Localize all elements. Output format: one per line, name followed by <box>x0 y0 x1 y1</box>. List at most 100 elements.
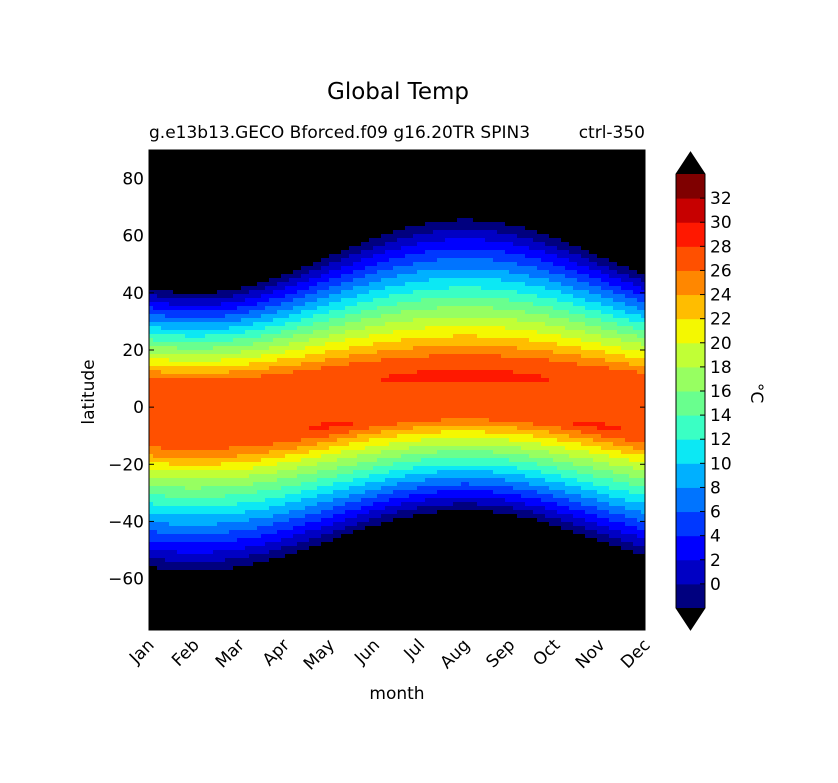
contour-fill-cell <box>629 490 645 495</box>
contour-fill-cell <box>321 422 354 427</box>
contour-fill-cell <box>221 358 278 363</box>
contour-fill-cell <box>317 462 358 467</box>
contour-fill-cell <box>505 498 542 503</box>
contour-fill-cell <box>249 310 278 315</box>
contour-fill-cell <box>289 342 326 347</box>
contour-fill-cell <box>637 518 645 523</box>
contour-fill-cell <box>285 554 645 559</box>
contour-fill-cell <box>461 482 470 487</box>
contour-fill-cell <box>257 282 278 287</box>
contour-fill-cell <box>445 238 486 243</box>
contour-fill-cell <box>281 538 310 543</box>
contour-fill-cell <box>421 438 510 443</box>
contour-fill-cell <box>633 446 645 451</box>
contour-fill-cell <box>385 506 418 511</box>
contour-fill-cell <box>257 302 282 307</box>
colorbar-outline <box>675 151 706 631</box>
contour-fill-cell <box>225 314 262 319</box>
contour-fill-cell <box>269 278 290 283</box>
contour-fill-cell <box>325 350 378 355</box>
contour-fill-cell <box>285 294 306 299</box>
contour-fill-cell <box>561 238 645 243</box>
contour-fill-cell <box>289 278 310 283</box>
plot-frame <box>148 149 646 631</box>
contour-fill-cell <box>149 294 158 299</box>
contour-fill-cell <box>261 458 302 463</box>
contour-fill-cell <box>553 350 606 355</box>
contour-fill-cell <box>157 294 234 299</box>
contour-fill-cell <box>381 522 550 527</box>
contour-fill-cell <box>397 274 530 279</box>
colorbar-label: °C <box>746 383 766 403</box>
contour-fill-cell <box>333 514 358 519</box>
contour-fill-cell <box>501 354 582 359</box>
contour-fill-cell <box>609 258 645 263</box>
contour-fill-cell <box>581 430 645 435</box>
x-tick-label: Mar <box>212 635 249 672</box>
contour-fill-cell <box>293 334 330 339</box>
contour-fill-cell <box>149 306 154 311</box>
contour-fill-cell <box>313 322 346 327</box>
contour-fill-cell <box>305 302 330 307</box>
contour-fill-cell <box>261 354 306 359</box>
contour-fill-cell <box>269 550 298 555</box>
contour-fill-cell <box>149 310 250 315</box>
contour-fill-cell <box>261 374 390 379</box>
contour-fill-cell <box>329 318 362 323</box>
contour-fill-cell <box>433 230 498 235</box>
contour-fill-cell <box>537 230 645 235</box>
contour-fill-cell <box>405 226 526 231</box>
contour-fill-cell <box>285 286 310 291</box>
contour-fill-cell <box>425 326 506 331</box>
contour-fill-cell <box>357 514 382 519</box>
contour-fill-cell <box>389 442 542 447</box>
contour-fill-cell <box>537 462 574 467</box>
x-tick-label: May <box>300 635 339 674</box>
contour-fill-cell <box>385 242 418 247</box>
contour-fill-cell <box>313 314 346 319</box>
contour-fill-cell <box>353 478 386 483</box>
contour-fill-cell <box>281 486 318 491</box>
contour-fill-cell <box>173 290 218 295</box>
contour-fill-cell <box>565 482 594 487</box>
contour-fill-cell <box>369 438 422 443</box>
contour-fill-cell <box>493 510 534 515</box>
contour-fill-cell <box>269 346 306 351</box>
contour-fill-cell <box>397 302 534 307</box>
contour-fill-cell <box>577 362 630 367</box>
x-tick-label: Feb <box>168 635 203 670</box>
contour-fill-cell <box>273 290 298 295</box>
contour-fill-cell <box>421 458 510 463</box>
contour-fill-cell <box>637 306 645 311</box>
contour-fill-cell <box>329 446 366 451</box>
contour-fill-cell <box>149 510 246 515</box>
contour-fill-cell <box>297 474 338 479</box>
colorbar-tick-label: 10 <box>710 454 732 474</box>
contour-fill-cell <box>265 326 298 331</box>
contour-fill-cell <box>373 466 414 471</box>
contour-fill-cell <box>165 494 226 499</box>
contour-fill-cell <box>229 326 266 331</box>
contour-fill-cell <box>249 474 298 479</box>
contour-fill-cell <box>237 502 286 507</box>
contour-fill-cell <box>549 270 578 275</box>
contour-fill-cell <box>493 470 542 475</box>
contour-fill-cell <box>297 326 330 331</box>
contour-fill-cell <box>601 318 630 323</box>
contour-fill-cell <box>581 246 645 251</box>
contour-fill-cell <box>297 550 634 555</box>
contour-fill-cell <box>581 346 622 351</box>
contour-fill-cell <box>285 502 318 507</box>
contour-fill-cell <box>361 258 390 263</box>
contour-fill-cell <box>149 562 254 567</box>
contour-fill-cell <box>149 506 270 511</box>
contour-fill-cell <box>597 498 626 503</box>
contour-fill-cell <box>341 266 366 271</box>
contour-fill-cell <box>149 250 342 255</box>
contour-fill-cell <box>149 278 270 283</box>
contour-fill-cell <box>149 226 406 231</box>
contour-fill-cell <box>525 310 570 315</box>
contour-fill-cell <box>149 618 645 623</box>
contour-fill-cell <box>377 350 554 355</box>
contour-fill-cell <box>381 486 418 491</box>
